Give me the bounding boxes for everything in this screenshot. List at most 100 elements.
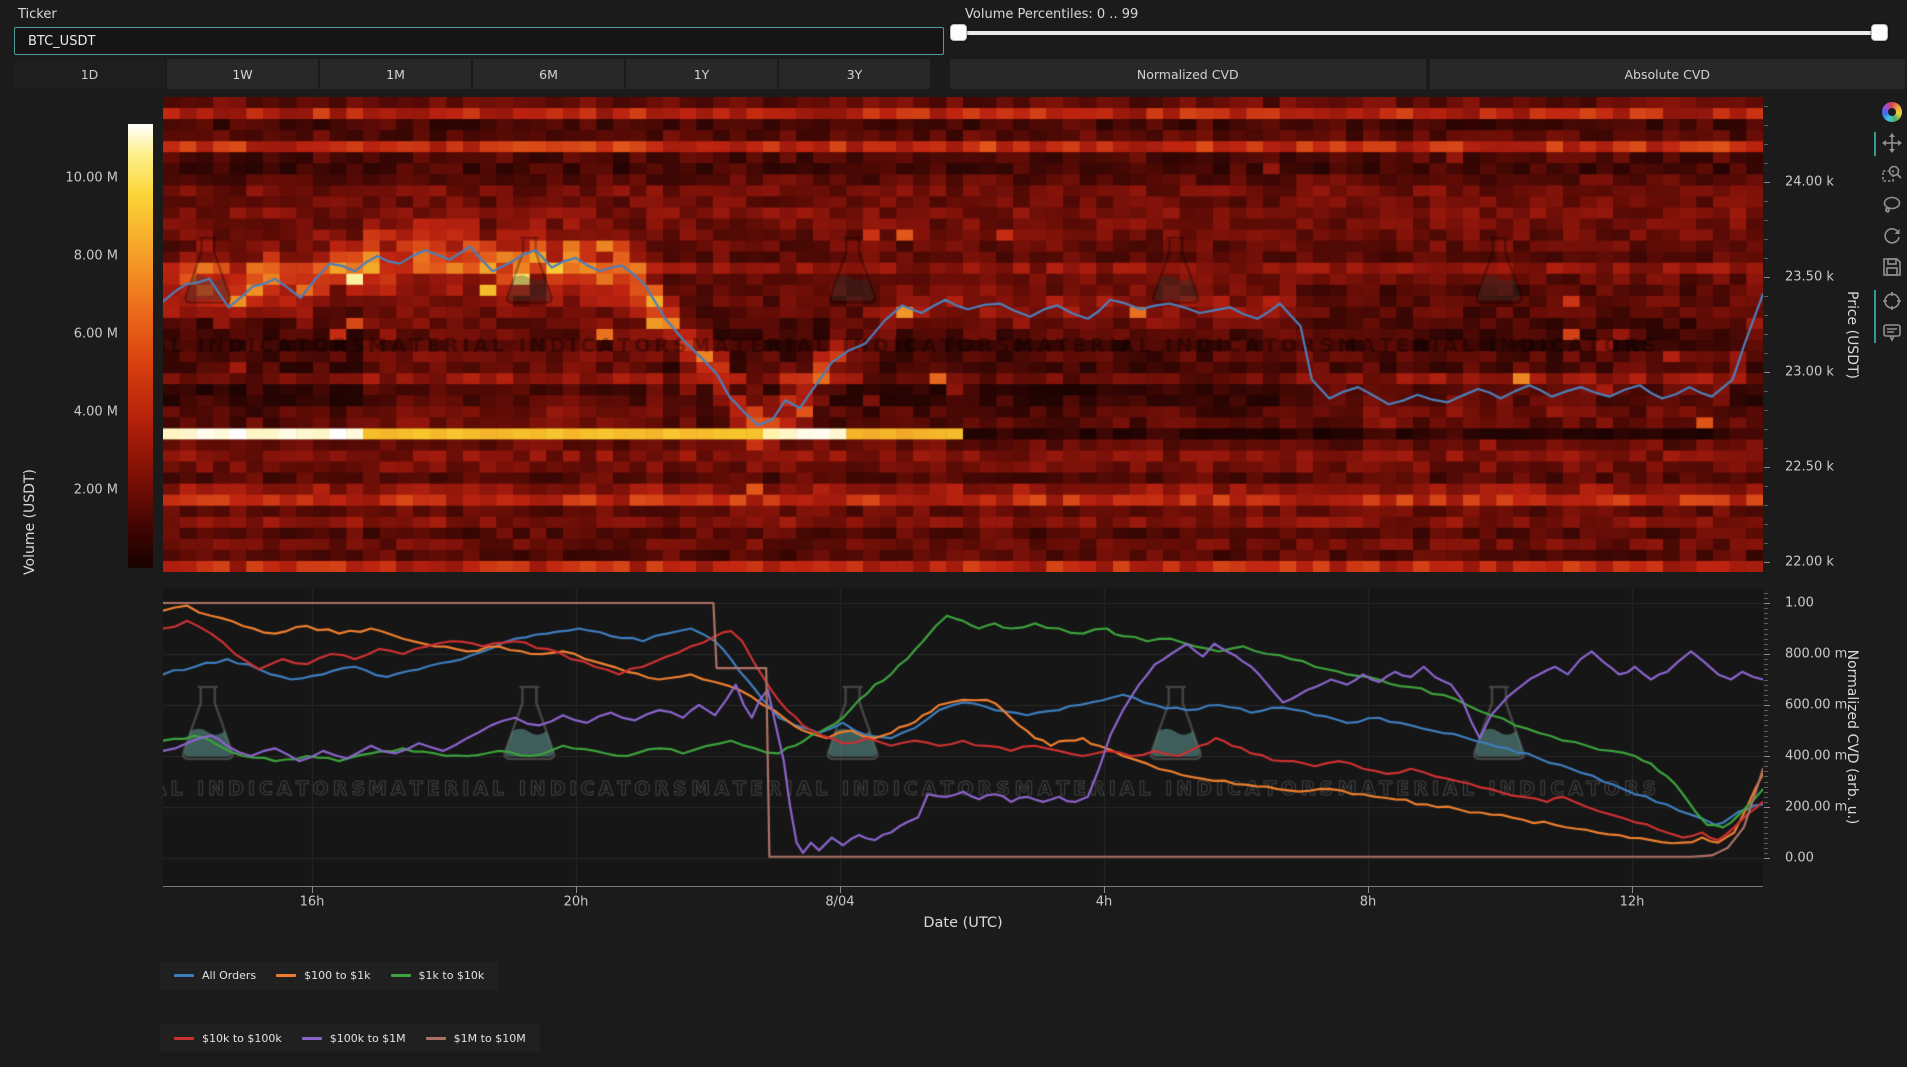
tick — [1764, 258, 1768, 259]
tick — [1764, 771, 1768, 772]
tick — [1764, 705, 1770, 706]
tab-absolute-cvd[interactable]: Absolute CVD — [1430, 59, 1906, 89]
volume-percentiles-slider[interactable] — [950, 22, 1892, 44]
price-tick-label: 24.00 k — [1785, 174, 1834, 189]
legend-item-100-to-1k[interactable]: $100 to $1k — [276, 969, 370, 982]
tick — [1764, 858, 1770, 859]
colorbar-tick-label: 6.00 M — [18, 327, 118, 342]
legend-item-all-orders[interactable]: All Orders — [174, 969, 256, 982]
cvd-tick-label: 200.00 m — [1785, 800, 1847, 815]
tick — [1764, 125, 1768, 126]
slider-handle-high[interactable] — [1871, 24, 1888, 41]
date-tick-label: 8h — [1360, 895, 1377, 910]
legend-item-1k-to-10k[interactable]: $1k to $10k — [391, 969, 485, 982]
date-tick-label: 12h — [1620, 895, 1645, 910]
tick — [1368, 887, 1369, 893]
colorbar-tick-label: 10.00 M — [18, 171, 118, 186]
modebar-accent-bar — [1874, 132, 1876, 156]
tick — [1764, 659, 1768, 660]
cvd-tick-label: 800.00 m — [1785, 647, 1847, 662]
firecharts-app: Ticker 1D1W1M6M1Y3Y Volume Percentiles: … — [0, 0, 1907, 1067]
tick — [1764, 296, 1768, 297]
date-tick-label: 20h — [564, 895, 589, 910]
tick — [1764, 277, 1770, 278]
colorbar-tick-label: 8.00 M — [18, 249, 118, 264]
timeframe-button-1m[interactable]: 1M — [320, 59, 471, 89]
normalized-cvd-chart[interactable] — [163, 588, 1763, 886]
cvd-tick-label: 0.00 — [1785, 851, 1814, 866]
hover-tooltip-icon[interactable] — [1882, 322, 1902, 342]
orderbook-heatmap-chart[interactable] — [163, 97, 1763, 572]
timeframe-button-1w[interactable]: 1W — [167, 59, 318, 89]
slider-rail[interactable] — [957, 31, 1885, 35]
tick — [1764, 812, 1768, 813]
tick — [1764, 853, 1768, 854]
tick — [1764, 353, 1768, 354]
tick — [1764, 685, 1768, 686]
legend-label: $100 to $1k — [304, 969, 370, 982]
tick — [1764, 182, 1770, 183]
legend-label: $1k to $10k — [419, 969, 485, 982]
save-image-icon[interactable] — [1882, 257, 1902, 277]
box-zoom-icon[interactable] — [1882, 164, 1902, 184]
cvd-axis-title: Normalized CVD (arb. u.) — [1844, 650, 1860, 825]
timeframe-button-1y[interactable]: 1Y — [626, 59, 777, 89]
spikelines-icon[interactable] — [1882, 291, 1902, 311]
tick — [1764, 782, 1768, 783]
tick — [1764, 817, 1768, 818]
tick — [1764, 736, 1768, 737]
legend-item-10k-to-100k[interactable]: $10k to $100k — [174, 1032, 282, 1045]
tick — [1764, 649, 1768, 650]
tick — [1764, 674, 1768, 675]
date-axis-title: Date (UTC) — [923, 915, 1002, 931]
cvd-tick-label: 1.00 — [1785, 596, 1814, 611]
tick — [1764, 756, 1770, 757]
tick — [576, 887, 577, 893]
tick — [1764, 644, 1768, 645]
timeframe-button-3y[interactable]: 3Y — [779, 59, 930, 89]
tick — [1764, 720, 1768, 721]
tick — [1764, 629, 1768, 630]
tick — [1764, 524, 1768, 525]
reset-axes-icon[interactable] — [1882, 226, 1902, 246]
price-tick-label: 23.00 k — [1785, 364, 1834, 379]
cvd-tick-label: 600.00 m — [1785, 698, 1847, 713]
price-tick-label: 23.50 k — [1785, 269, 1834, 284]
timeframe-button-6m[interactable]: 6M — [473, 59, 624, 89]
tick — [1764, 220, 1768, 221]
legend-item-1m-to-10m[interactable]: $1M to $10M — [426, 1032, 526, 1045]
tick — [1764, 163, 1768, 164]
legend-item-100k-to-1m[interactable]: $100k to $1M — [302, 1032, 406, 1045]
plotly-logo-icon[interactable] — [1882, 102, 1902, 122]
modebar-accent-bar — [1874, 290, 1876, 343]
ticker-input[interactable] — [14, 27, 944, 55]
tick — [1764, 410, 1768, 411]
tick — [1764, 603, 1770, 604]
volume-colorbar — [128, 124, 153, 568]
legend-swatch — [174, 974, 194, 977]
date-tick-label: 8/04 — [825, 895, 854, 910]
slider-handle-low[interactable] — [950, 24, 967, 41]
axis-line — [163, 886, 1763, 887]
date-tick-label: 4h — [1096, 895, 1113, 910]
tick — [1764, 746, 1768, 747]
tick — [1764, 690, 1768, 691]
tick — [1764, 562, 1770, 563]
legend-label: $1M to $10M — [454, 1032, 526, 1045]
tick — [1764, 623, 1768, 624]
legend-label: $10k to $100k — [202, 1032, 282, 1045]
tick — [1764, 843, 1768, 844]
tick — [1764, 715, 1768, 716]
tick — [1764, 725, 1768, 726]
tick — [840, 887, 841, 893]
pan-icon[interactable] — [1882, 133, 1902, 153]
tab-normalized-cvd[interactable]: Normalized CVD — [950, 59, 1426, 89]
lasso-select-icon[interactable] — [1882, 195, 1902, 215]
tick — [1764, 787, 1768, 788]
tick — [1764, 776, 1768, 777]
tick — [1104, 887, 1105, 893]
price-tick-label: 22.50 k — [1785, 459, 1834, 474]
timeframe-button-1d[interactable]: 1D — [14, 59, 165, 89]
cvd-tick-label: 400.00 m — [1785, 749, 1847, 764]
tick — [1764, 731, 1768, 732]
